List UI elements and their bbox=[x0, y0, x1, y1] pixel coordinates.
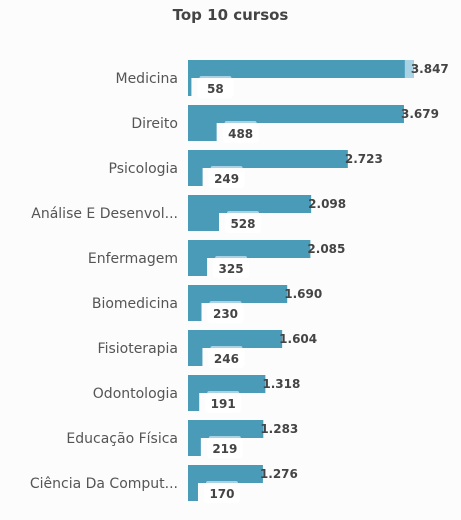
value-label-series-1: 2.085 bbox=[307, 242, 345, 256]
value-label-series-2: 230 bbox=[213, 307, 238, 321]
bar-series-1 bbox=[188, 420, 264, 438]
bar-series-2 bbox=[188, 303, 202, 321]
value-label-series-2: 246 bbox=[214, 352, 239, 366]
category-label: Fisioterapia bbox=[98, 341, 178, 357]
category-label: Psicologia bbox=[109, 161, 178, 177]
value-label-series-2: 488 bbox=[228, 127, 253, 141]
bar-series-2 bbox=[188, 483, 198, 501]
bar-highlight bbox=[404, 60, 414, 78]
value-label-series-2: 170 bbox=[209, 487, 234, 501]
bar-series-2 bbox=[188, 213, 219, 231]
category-label: Análise E Desenvol... bbox=[31, 206, 178, 222]
value-label-series-1: 3.679 bbox=[401, 107, 439, 121]
bar-series-1 bbox=[188, 465, 263, 483]
value-label-series-2: 191 bbox=[211, 397, 236, 411]
value-label-series-2: 219 bbox=[212, 442, 237, 456]
category-label: Enfermagem bbox=[88, 251, 178, 267]
category-label: Odontologia bbox=[93, 386, 178, 402]
value-label-background bbox=[208, 168, 245, 188]
value-label-background bbox=[213, 258, 250, 278]
value-label-series-1: 2.098 bbox=[308, 197, 346, 211]
value-label-series-1: 1.604 bbox=[279, 332, 317, 346]
value-label-series-1: 1.318 bbox=[262, 377, 300, 391]
bar-series-2 bbox=[188, 348, 203, 366]
category-label: Direito bbox=[131, 116, 178, 132]
value-label-background bbox=[206, 438, 243, 458]
bar-series-2 bbox=[188, 78, 192, 96]
chart-title: Top 10 cursos bbox=[172, 6, 289, 24]
bar-series-1 bbox=[188, 60, 414, 78]
value-label-background bbox=[207, 303, 244, 323]
value-label-series-1: 1.690 bbox=[284, 287, 322, 301]
value-label-series-2: 249 bbox=[214, 172, 239, 186]
category-label: Educação Física bbox=[66, 431, 178, 447]
category-label: Medicina bbox=[115, 71, 178, 87]
category-label: Ciência Da Comput... bbox=[30, 476, 178, 492]
value-label-background bbox=[197, 78, 234, 98]
bar-series-2 bbox=[188, 438, 201, 456]
value-label-series-2: 528 bbox=[230, 217, 255, 231]
value-label-series-1: 3.847 bbox=[411, 62, 449, 76]
bar-series-2 bbox=[188, 123, 217, 141]
bar-series-1 bbox=[188, 105, 404, 123]
bar-series-2 bbox=[188, 258, 208, 276]
value-label-background bbox=[224, 213, 261, 233]
bar-series-2 bbox=[188, 168, 203, 186]
value-label-series-1: 1.283 bbox=[260, 422, 298, 436]
bar-series-1 bbox=[188, 150, 348, 168]
value-label-background bbox=[222, 123, 259, 143]
category-label: Biomedicina bbox=[92, 296, 178, 312]
value-label-series-1: 2.723 bbox=[345, 152, 383, 166]
value-label-background bbox=[203, 483, 240, 503]
value-label-background bbox=[205, 393, 242, 413]
bar-series-1 bbox=[188, 195, 312, 213]
value-label-series-2: 325 bbox=[219, 262, 244, 276]
bar-series-1 bbox=[188, 285, 288, 303]
bar-series-1 bbox=[188, 375, 266, 393]
value-label-series-2: 58 bbox=[207, 82, 224, 96]
bar-series-1 bbox=[188, 330, 283, 348]
value-label-series-1: 1.276 bbox=[260, 467, 298, 481]
value-label-background bbox=[208, 348, 245, 368]
bar-series-1 bbox=[188, 240, 311, 258]
bar-series-2 bbox=[188, 393, 200, 411]
